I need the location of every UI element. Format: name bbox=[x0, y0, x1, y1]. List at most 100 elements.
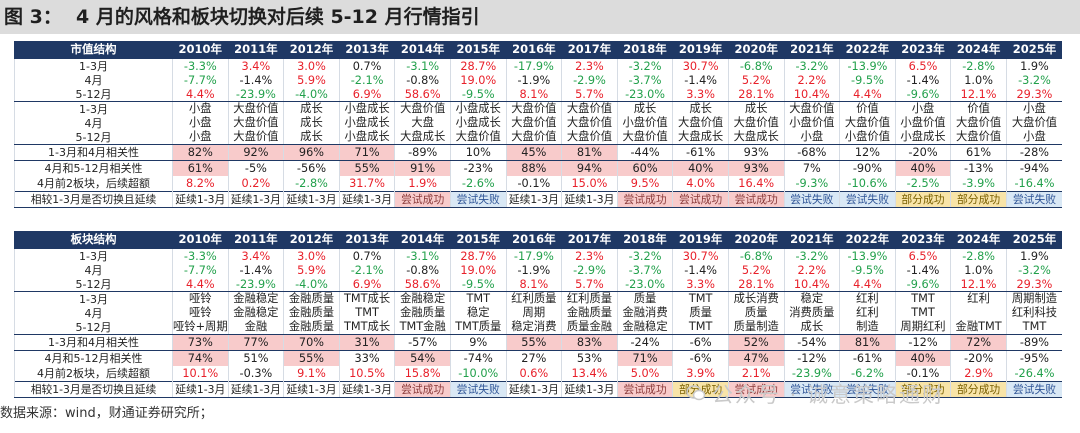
excess-return-cell: -26.4% bbox=[1005, 366, 1062, 382]
return-cell: 3.4% bbox=[227, 248, 284, 263]
return-cell: -1.9% bbox=[505, 263, 562, 277]
style-cell: 大盘价值 bbox=[950, 130, 1007, 145]
year-header: 2011年 bbox=[227, 41, 284, 59]
row-label: 5-12月 bbox=[14, 277, 173, 292]
style-cell: 周期 bbox=[505, 306, 562, 320]
return-cell: -1.4% bbox=[894, 73, 951, 87]
return-cell: 4.4% bbox=[172, 277, 229, 292]
excess-return-cell: -0.3% bbox=[227, 366, 284, 382]
return-row: 5-12月 4.4% -23.9% -4.0% 6.9% 58.6% -9.5% 8.1% 5.… bbox=[14, 277, 1062, 292]
correlation-cell: 93% bbox=[727, 144, 785, 161]
sector-table: 板块结构 2010年 2011年 2012年 2013年 2014年 2015年 2016年 2… bbox=[14, 231, 1062, 398]
return-cell: 6.5% bbox=[894, 248, 951, 263]
correlation-cell: 53% bbox=[561, 350, 618, 366]
style-cell: 大盘价值 bbox=[616, 130, 673, 145]
year-header: 2010年 bbox=[172, 41, 229, 59]
year-header: 2015年 bbox=[449, 231, 507, 249]
switch-result-cell: 尝试失败 bbox=[839, 191, 896, 208]
row-label: 1-3月和4月相关性 bbox=[14, 144, 173, 161]
year-header: 2012年 bbox=[283, 41, 340, 59]
style-cell: 成长 bbox=[283, 130, 340, 145]
return-cell: 0.7% bbox=[338, 248, 395, 263]
correlation-cell: -68% bbox=[783, 144, 840, 161]
correlation-cell: -12% bbox=[783, 350, 840, 366]
style-cell: TMT bbox=[338, 306, 395, 320]
style-cell: 成长 bbox=[727, 101, 785, 116]
wechat-icon bbox=[686, 385, 706, 401]
style-cell: TMT bbox=[449, 291, 507, 306]
return-cell: 28.1% bbox=[727, 277, 785, 292]
correlation-cell: -20% bbox=[950, 350, 1007, 366]
return-cell: 2.3% bbox=[561, 58, 618, 73]
return-cell: 6.9% bbox=[338, 87, 395, 102]
return-cell: 12.1% bbox=[950, 277, 1007, 292]
return-cell: 58.6% bbox=[394, 277, 451, 292]
return-cell: -3.2% bbox=[783, 248, 840, 263]
return-cell: 28.7% bbox=[449, 248, 507, 263]
correlation-cell: 72% bbox=[950, 334, 1007, 351]
correlation-cell: -94% bbox=[1005, 160, 1062, 176]
return-cell: -1.4% bbox=[894, 263, 951, 277]
excess-return-cell: -0.1% bbox=[505, 176, 562, 192]
watermark: 公众号 · 诚意策略通财 bbox=[712, 383, 946, 407]
return-row: 1-3月 -3.3% 3.4% 3.0% 0.7% -3.1% 28.7% -17.9% 2.3… bbox=[14, 58, 1062, 73]
return-cell: 28.7% bbox=[449, 58, 507, 73]
year-header: 2017年 bbox=[561, 41, 618, 59]
style-cell: 制造 bbox=[839, 320, 896, 335]
style-cell bbox=[950, 306, 1007, 320]
switch-result-cell: 尝试成功 bbox=[727, 191, 785, 208]
style-cell: 大盘价值 bbox=[227, 130, 284, 145]
style-cell: 成长 bbox=[783, 320, 840, 335]
style-cell: 价值 bbox=[950, 101, 1007, 116]
style-cell: 质量金融 bbox=[561, 320, 618, 335]
return-cell: -17.9% bbox=[505, 248, 562, 263]
correlation-cell: -90% bbox=[839, 160, 896, 176]
correlation-cell: 81% bbox=[561, 144, 618, 161]
row-label: 5-12月 bbox=[14, 130, 173, 145]
style-cell: 质量 bbox=[616, 291, 673, 306]
year-header: 2021年 bbox=[783, 41, 840, 59]
style-cell: 大盘 bbox=[394, 116, 451, 130]
style-cell: 小盘 bbox=[1005, 101, 1062, 116]
style-cell: 大盘价值 bbox=[394, 101, 451, 116]
year-header: 2025年 bbox=[1005, 41, 1062, 59]
return-cell: -3.7% bbox=[616, 263, 673, 277]
row-label: 1-3月 bbox=[14, 101, 173, 116]
return-cell: 29.3% bbox=[1005, 87, 1062, 102]
return-cell: 4.4% bbox=[172, 87, 229, 102]
return-cell: 10.4% bbox=[783, 87, 840, 102]
correlation-cell: 94% bbox=[561, 160, 618, 176]
row-label: 4月和5-12月相关性 bbox=[14, 160, 173, 176]
row-label: 1-3月和4月相关性 bbox=[14, 334, 173, 351]
correlation-cell: -24% bbox=[616, 334, 673, 351]
row-label: 4月前2板块，后续超额 bbox=[14, 176, 173, 192]
excess-return-cell: 2.9% bbox=[950, 366, 1007, 382]
return-cell: -2.8% bbox=[950, 58, 1007, 73]
style-cell: 大盘价值 bbox=[505, 116, 562, 130]
style-cell: 红利 bbox=[839, 291, 896, 306]
return-cell: 1.9% bbox=[1005, 248, 1062, 263]
style-cell: 金融稳定 bbox=[616, 320, 673, 335]
style-cell: 金融稳定 bbox=[227, 306, 284, 320]
row-label: 1-3月 bbox=[14, 291, 173, 306]
switch-result-cell: 延续1-3月 bbox=[172, 191, 229, 208]
excess-return-cell: 31.7% bbox=[338, 176, 395, 192]
return-cell: -9.6% bbox=[894, 277, 951, 292]
market-cap-table: 市值结构 2010年 2011年 2012年 2013年 2014年 2015年 2016年 2… bbox=[14, 41, 1062, 208]
row-label: 4月 bbox=[14, 116, 173, 130]
style-cell: TMT bbox=[894, 291, 951, 306]
excess-return-cell: -16.4% bbox=[1005, 176, 1062, 192]
figure-title-text: 4 月的风格和板块切换对后续 5-12 月行情指引 bbox=[76, 6, 480, 28]
excess-return-cell: -3.9% bbox=[950, 176, 1007, 192]
return-cell: -1.4% bbox=[227, 263, 284, 277]
correlation-cell: 77% bbox=[227, 334, 284, 351]
style-cell: 哑铃 bbox=[172, 291, 229, 306]
style-cell: 小盘 bbox=[783, 130, 840, 145]
header-row: 市值结构 2010年 2011年 2012年 2013年 2014年 2015年 2016年 2… bbox=[14, 41, 1062, 59]
correlation-cell: -56% bbox=[283, 160, 340, 176]
return-cell: 5.9% bbox=[283, 73, 340, 87]
return-cell: -3.1% bbox=[394, 248, 451, 263]
style-cell: 小盘价值 bbox=[783, 116, 840, 130]
switch-result-cell: 尝试失败 bbox=[783, 381, 840, 398]
return-cell: 3.3% bbox=[672, 87, 729, 102]
